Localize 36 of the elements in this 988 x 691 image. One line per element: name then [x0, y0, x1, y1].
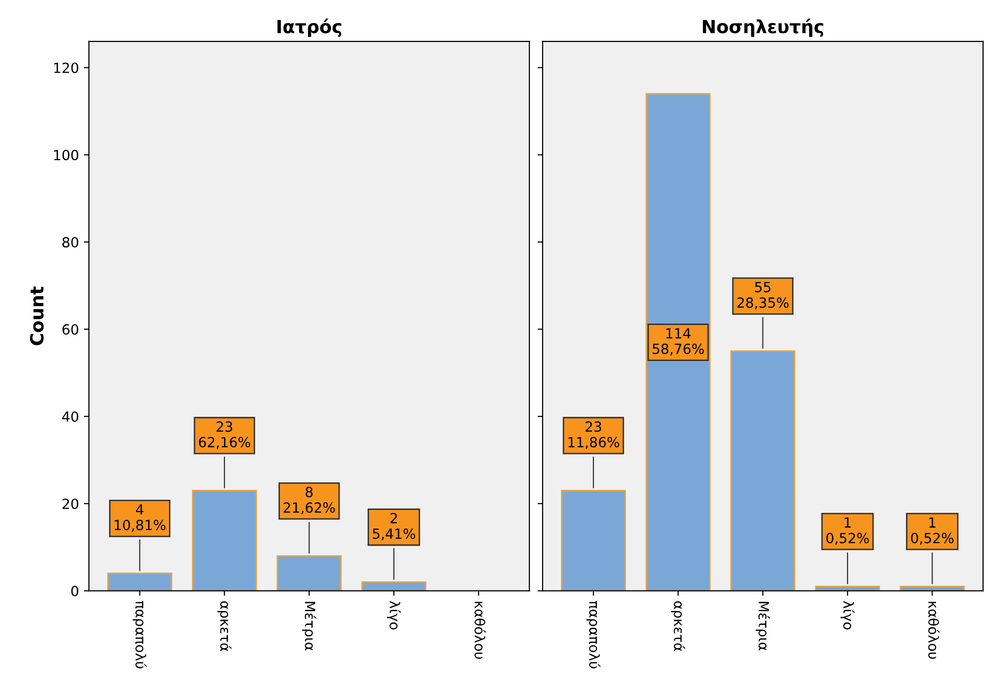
x-tick-label: καθόλου	[928, 602, 940, 659]
bar	[107, 572, 172, 591]
x-tick-label: λίγο	[840, 600, 855, 630]
bar	[560, 490, 626, 591]
bar	[646, 93, 711, 591]
x-tick-label: λίγο	[386, 600, 401, 630]
y-tick-label: 100	[54, 150, 78, 160]
y-tick-label: 20	[62, 498, 78, 510]
y-axis-title: Count	[30, 286, 44, 346]
data-label: 23 11,86%	[568, 421, 620, 449]
bar	[361, 581, 426, 591]
chart-title: Νοσηλευτής	[702, 18, 824, 37]
x-tick-label: αρκετά	[671, 601, 686, 652]
chart-title: Ιατρός	[277, 18, 342, 37]
data-label: 1 0,52%	[911, 517, 954, 545]
data-label: 114 58,76%	[652, 328, 704, 356]
y-tick-label: 0	[71, 586, 78, 596]
data-label: 2 5,41%	[372, 512, 416, 540]
x-tick-label: καθόλου	[474, 602, 486, 659]
x-tick-label: Μέτρια	[756, 602, 770, 650]
bar	[192, 490, 257, 591]
data-label: 1 0,52%	[826, 517, 869, 545]
bar	[276, 555, 342, 591]
data-label: 55 28,35%	[737, 282, 789, 310]
y-tick-label: 80	[62, 236, 78, 248]
data-label: 4 10,81%	[114, 504, 166, 532]
y-tick-label: 120	[54, 62, 78, 74]
x-tick-label: αρκετά	[217, 601, 232, 652]
x-tick-label: παραπολύ	[586, 601, 600, 668]
x-tick-label: Μέτρια	[302, 602, 316, 650]
data-label: 23 62,16%	[198, 421, 250, 449]
x-tick-label: παραπολύ	[132, 601, 147, 668]
data-label: 8 21,62%	[284, 486, 335, 514]
y-tick-label: 40	[62, 411, 78, 422]
bar	[730, 350, 796, 591]
y-tick-label: 60	[62, 324, 78, 335]
